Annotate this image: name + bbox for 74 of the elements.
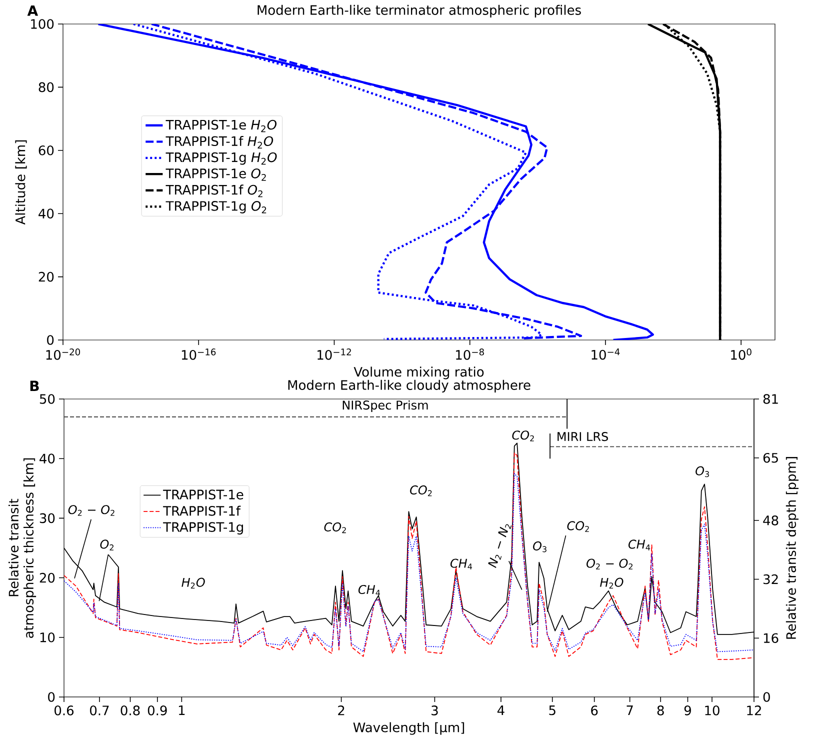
x-tick-label: 0.8 [120, 706, 140, 716]
annotation: NIRSpec Prism [342, 400, 428, 412]
text: A [27, 6, 38, 16]
y-tick-label: 40 [40, 454, 55, 464]
y-tick-label: 20 [40, 572, 55, 583]
x-tick-label: 4 [497, 706, 504, 715]
legend-label: TRAPPIST-1g O$_{2}$ [166, 201, 266, 214]
annotation: CO$_{2}$ [567, 521, 589, 532]
annotation: O$_{2}$ − O$_{2}$ [586, 558, 632, 570]
annotation: CO$_{2}$ [410, 485, 432, 496]
legend-label: TRAPPIST-1g H$_{2}$O [166, 152, 277, 165]
legend-label: TRAPPIST-1e O$_{2}$ [166, 168, 266, 181]
y-tick-label: 80 [38, 82, 54, 92]
x-tick-label: 7 [626, 706, 633, 715]
y2-tick-label: 65 [763, 452, 778, 463]
text: B [30, 380, 39, 391]
annotation: CH$_{4}$ [628, 540, 650, 550]
annotation: N$_{2}$ − N$_{2}$ [488, 524, 512, 568]
legend-label: TRAPPIST-1e H$_{2}$O [166, 120, 277, 132]
annotation: MIRI LRS [558, 432, 608, 442]
x-tick-label: 2 [338, 706, 344, 716]
x-tick-label: 12 [747, 706, 761, 716]
annotation: CH$_{4}$ [358, 584, 380, 596]
annotation: O$_{2}$ − O$_{2}$ [68, 505, 114, 516]
y2-axis-title: Relative transit depth [ppm] [786, 457, 799, 639]
y-tick-label: 60 [38, 145, 54, 156]
y-axis-title: Relative transit atmospheric thickness [km] [8, 458, 36, 638]
legend-label: TRAPPIST-1f [163, 506, 241, 516]
y-tick-label: 0 [48, 692, 55, 702]
x-tick-label: 10$^{0}$ [731, 348, 752, 360]
x-tick-label: 10$^{−8}$ [456, 348, 484, 360]
annotation: H$_{2}$O [600, 578, 624, 589]
annotation: O$_{2}$ [100, 540, 114, 550]
y2-tick-label: 81 [763, 394, 778, 404]
annotation: CH$_{4}$ [450, 558, 472, 570]
x-tick-label: 10$^{−12}$ [318, 348, 351, 360]
y-tick-label: 30 [40, 513, 55, 524]
annotation: O$_{3}$ [696, 466, 709, 478]
y-tick-label: 50 [40, 394, 55, 404]
annotation: H$_{2}$O [182, 578, 205, 589]
x-tick-label: 8 [657, 706, 664, 716]
y-tick-label: 100 [31, 19, 54, 29]
legend-label: TRAPPIST-1e [163, 490, 244, 500]
y-tick-label: 20 [38, 272, 54, 282]
y-tick-label: 10 [40, 632, 55, 642]
x-tick-label: 10$^{−16}$ [182, 348, 216, 360]
x-tick-label: 5 [549, 706, 556, 716]
y2-tick-label: 0 [763, 692, 770, 702]
chart-title: Modern Earth-like terminator atmospheric profiles [258, 4, 581, 18]
legend-label: TRAPPIST-1f H$_{2}$O [166, 136, 274, 148]
y2-tick-label: 16 [764, 633, 778, 644]
x-axis-title: Wavelength [μm] [353, 722, 464, 735]
y-tick-label: 0 [47, 335, 54, 345]
x-tick-label: 10$^{−20}$ [46, 348, 80, 360]
annotation: O$_{3}$ [533, 541, 546, 552]
annotation: CO$_{2}$ [324, 522, 346, 534]
x-tick-label: 10 [705, 706, 720, 716]
x-tick-label: 6 [591, 706, 598, 716]
x-tick-label: 0.9 [148, 706, 167, 716]
y-axis-title: Altitude [km] [15, 140, 27, 225]
x-tick-label: 3 [432, 706, 438, 716]
annotation: CO$_{2}$ [512, 430, 534, 442]
x-tick-label: 9 [684, 706, 691, 716]
x-tick-label: 0.6 [54, 706, 74, 716]
y2-tick-label: 32 [764, 574, 778, 584]
x-tick-label: 1 [178, 706, 185, 715]
legend-label: TRAPPIST-1f O$_{2}$ [166, 184, 262, 198]
chart-title: Modern Earth-like cloudy atmosphere [288, 380, 530, 392]
y-tick-label: 40 [38, 208, 54, 219]
y2-tick-label: 48 [763, 515, 778, 526]
legend-label: TRAPPIST-1g [163, 522, 243, 534]
x-axis-title: Volume mixing ratio [354, 366, 484, 380]
x-tick-label: 10$^{−4}$ [592, 348, 620, 360]
x-tick-label: 0.7 [90, 706, 109, 716]
